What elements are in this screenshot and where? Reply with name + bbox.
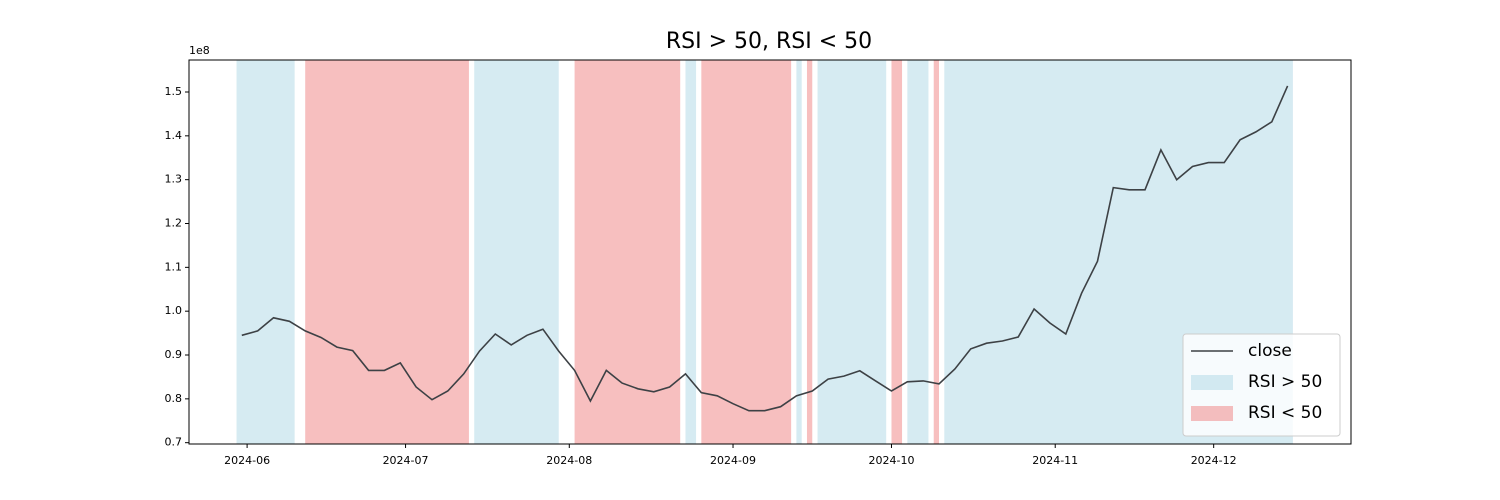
y-tick-label: 1.4: [165, 129, 183, 142]
span: [305, 60, 469, 444]
chart-title: RSI > 50, RSI < 50: [666, 29, 872, 54]
span: [701, 60, 792, 444]
x-tick-label: 2024-08: [546, 454, 592, 467]
y-tick-label: 1.2: [165, 217, 183, 230]
legend-text: close: [1248, 341, 1292, 361]
span: [474, 60, 559, 444]
span: [236, 60, 295, 444]
span: [891, 60, 903, 444]
y-tick-label: 1.1: [165, 260, 183, 273]
y-tick-label: 1.5: [165, 85, 183, 98]
span: [907, 60, 929, 444]
span: [933, 60, 940, 444]
span: [817, 60, 887, 444]
y-tick-label: 1.3: [165, 173, 183, 186]
span: [806, 60, 813, 444]
span: [685, 60, 697, 444]
y-tick-label: 0.7: [165, 436, 183, 449]
legend-text: RSI > 50: [1248, 372, 1322, 392]
y-tick-label: 1.0: [165, 304, 183, 317]
plot-frame: [188, 59, 1352, 445]
y-tick-label: 0.9: [165, 348, 183, 361]
x-tick-label: 2024-12: [1191, 454, 1237, 467]
x-tick-label: 2024-06: [224, 454, 270, 467]
legend-patch: [1191, 406, 1233, 421]
legend-text: RSI < 50: [1248, 403, 1322, 423]
span: [574, 60, 681, 444]
span: [796, 60, 802, 444]
legend-patch: [1191, 375, 1233, 390]
line: [241, 85, 1289, 412]
x-tick-label: 2024-11: [1032, 454, 1078, 467]
x-tick-label: 2024-07: [383, 454, 429, 467]
y-offset-label: 1e8: [189, 44, 210, 57]
x-tick-label: 2024-10: [868, 454, 914, 467]
x-tick-label: 2024-09: [710, 454, 756, 467]
y-tick-label: 0.8: [165, 392, 183, 405]
